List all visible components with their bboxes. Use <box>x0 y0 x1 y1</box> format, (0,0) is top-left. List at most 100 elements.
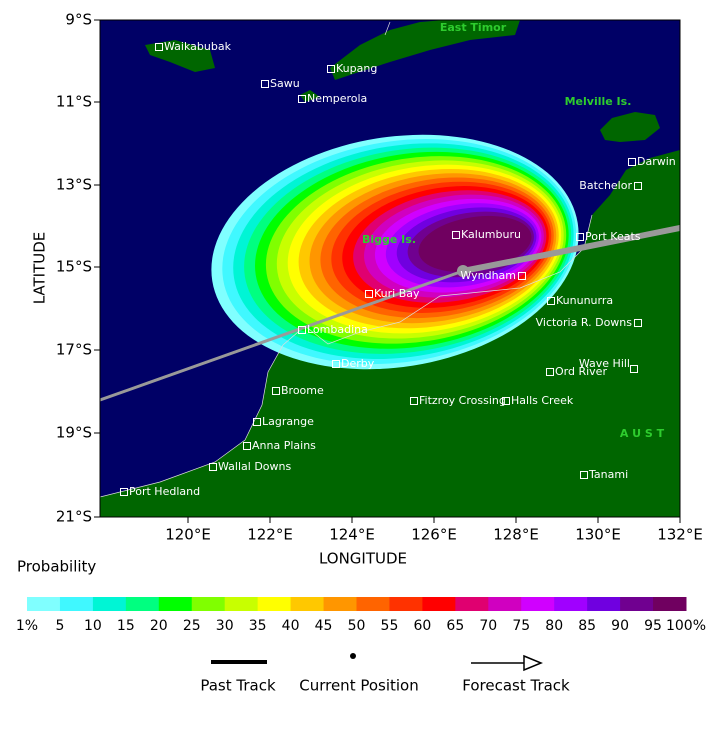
place-label: Port Keats <box>585 230 641 243</box>
map-frame <box>99 19 681 518</box>
colorbar-label: 15 <box>117 618 135 634</box>
colorbar-swatch <box>389 597 423 611</box>
region-label: East Timor <box>440 21 507 34</box>
colorbar-label: 85 <box>578 618 596 634</box>
colorbar-swatch <box>257 597 292 611</box>
colorbar-swatch <box>158 597 193 611</box>
place-marker <box>546 368 554 376</box>
place-label: Waikabubak <box>164 40 232 53</box>
lat-tick-label: 13°S <box>56 176 92 194</box>
colorbar-swatch <box>521 597 555 611</box>
colorbar-swatch <box>422 597 456 611</box>
lat-tick-label: 17°S <box>56 341 92 359</box>
colorbar-swatch <box>653 597 687 611</box>
place-label: Fitzroy Crossing <box>419 394 506 407</box>
colorbar-swatch <box>620 597 654 611</box>
colorbar-swatch <box>92 597 127 611</box>
place-marker <box>272 387 280 395</box>
colorbar-swatch <box>356 597 390 611</box>
legend-label: Forecast Track <box>462 677 570 695</box>
colorbar-swatch <box>554 597 588 611</box>
lon-tick-label: 132°E <box>657 526 703 544</box>
place-label: Kupang <box>336 62 377 75</box>
forecast-track <box>462 225 680 274</box>
lon-tick-label: 120°E <box>165 526 211 544</box>
lon-tick-label: 126°E <box>411 526 457 544</box>
colorbar-swatch <box>191 597 226 611</box>
legend-label: Current Position <box>299 677 419 695</box>
lat-tick-label: 9°S <box>65 11 92 29</box>
place-label: Victoria R. Downs <box>536 316 633 329</box>
place-marker <box>261 80 269 88</box>
colorbar-swatch <box>125 597 160 611</box>
colorbar-label: 80 <box>545 618 563 634</box>
x-axis-label: LONGITUDE <box>319 550 407 568</box>
colorbar-label: 65 <box>446 618 464 634</box>
probability-band <box>418 215 532 273</box>
place-label: Wave Hill <box>579 357 630 370</box>
colorbar-swatch <box>455 597 489 611</box>
region-label: A U S T <box>620 427 665 440</box>
place-marker <box>634 319 642 327</box>
place-marker <box>634 182 642 190</box>
legend-current-swatch <box>350 653 356 659</box>
colorbar-swatch <box>59 597 94 611</box>
place-label: Wallal Downs <box>218 460 291 473</box>
lon-tick-label: 122°E <box>247 526 293 544</box>
region-label: Melville Is. <box>565 95 632 108</box>
colorbar-swatch <box>224 597 259 611</box>
colorbar-label: 10 <box>84 618 102 634</box>
place-label: Nemperola <box>307 92 367 105</box>
place-marker <box>502 397 510 405</box>
colorbar-label: 100% <box>666 618 706 634</box>
place-marker <box>580 471 588 479</box>
place-label: Port Hedland <box>129 485 200 498</box>
place-marker <box>243 442 251 450</box>
colorbar-swatch <box>587 597 621 611</box>
place-label: Anna Plains <box>252 439 316 452</box>
colorbar-label: 50 <box>348 618 366 634</box>
lon-tick-label: 130°E <box>575 526 621 544</box>
place-label: Kalumburu <box>461 228 521 241</box>
colorbar-label: 5 <box>55 618 64 634</box>
colorbar-swatch <box>488 597 522 611</box>
colorbar-swatch <box>323 597 357 611</box>
place-label: Kuri Bay <box>374 287 420 300</box>
place-label: Halls Creek <box>511 394 574 407</box>
legend-label: Past Track <box>200 677 276 695</box>
colorbar-label: 70 <box>479 618 497 634</box>
lat-tick-label: 15°S <box>56 258 92 276</box>
place-marker <box>547 297 555 305</box>
colorbar-label: 20 <box>150 618 168 634</box>
place-label: Sawu <box>270 77 300 90</box>
place-label: Broome <box>281 384 324 397</box>
colorbar-label: 75 <box>512 618 530 634</box>
place-marker <box>253 418 261 426</box>
colorbar-label: 45 <box>315 618 333 634</box>
probability-field <box>211 134 579 370</box>
place-marker <box>298 326 306 334</box>
place-marker <box>120 488 128 496</box>
place-label: Tanami <box>588 468 628 481</box>
place-marker <box>576 233 584 241</box>
colorbar-label: 35 <box>249 618 267 634</box>
place-label: Batchelor <box>579 179 632 192</box>
lat-tick-label: 21°S <box>56 508 92 526</box>
coastline <box>100 214 593 498</box>
place-marker <box>298 95 306 103</box>
lon-tick-label: 128°E <box>493 526 539 544</box>
colorbar-swatch <box>27 597 61 611</box>
colorbar-label: 25 <box>183 618 201 634</box>
place-marker <box>628 158 636 166</box>
place-label: Derby <box>341 357 375 370</box>
place-marker <box>518 272 526 280</box>
place-label: Ord River <box>555 365 607 378</box>
colorbar-label: 90 <box>611 618 629 634</box>
place-marker <box>630 365 638 373</box>
colorbar-label: 60 <box>413 618 431 634</box>
place-label: Kununurra <box>556 294 613 307</box>
place-label: Darwin <box>637 155 676 168</box>
colorbar-label: 1% <box>16 618 38 634</box>
place-marker <box>452 231 460 239</box>
